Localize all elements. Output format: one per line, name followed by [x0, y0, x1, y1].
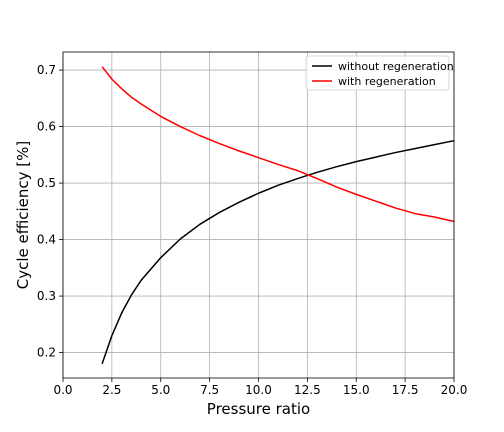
x-tick-label: 15.0: [343, 383, 370, 397]
x-tick-label: 2.5: [102, 383, 121, 397]
y-tick-label: 0.2: [37, 346, 56, 360]
y-tick-label: 0.3: [37, 289, 56, 303]
y-tick-label: 0.7: [37, 63, 56, 77]
y-axis-ticks: 0.2 0.3 0.4 0.5 0.6 0.7: [37, 63, 63, 360]
grid-lines: [62, 52, 455, 378]
x-tick-label: 5.0: [151, 383, 170, 397]
x-tick-label: 20.0: [441, 383, 468, 397]
x-axis-label: Pressure ratio: [207, 400, 310, 418]
series-line-1: [101, 139, 455, 365]
legend: without regeneration with regeneration: [305, 55, 454, 91]
y-tick-label: 0.4: [37, 233, 56, 247]
legend-label: without regeneration: [338, 60, 454, 73]
y-axis-label: Cycle efficiency [%]: [14, 141, 32, 290]
series-lines: [101, 66, 455, 365]
x-tick-label: 17.5: [392, 383, 419, 397]
x-tick-label: 7.5: [200, 383, 219, 397]
legend-label: with regeneration: [338, 75, 436, 88]
x-tick-label: 12.5: [294, 383, 321, 397]
series-line-2: [101, 66, 455, 223]
legend-box: [305, 55, 450, 91]
y-tick-label: 0.5: [37, 176, 56, 190]
y-tick-label: 0.6: [37, 120, 56, 134]
x-axis-ticks: 0.0 2.5 5.0 7.5 10.0 12.5 15.0 17.5 20.0: [53, 378, 467, 397]
x-tick-label: 0.0: [53, 383, 72, 397]
x-tick-label: 10.0: [245, 383, 272, 397]
